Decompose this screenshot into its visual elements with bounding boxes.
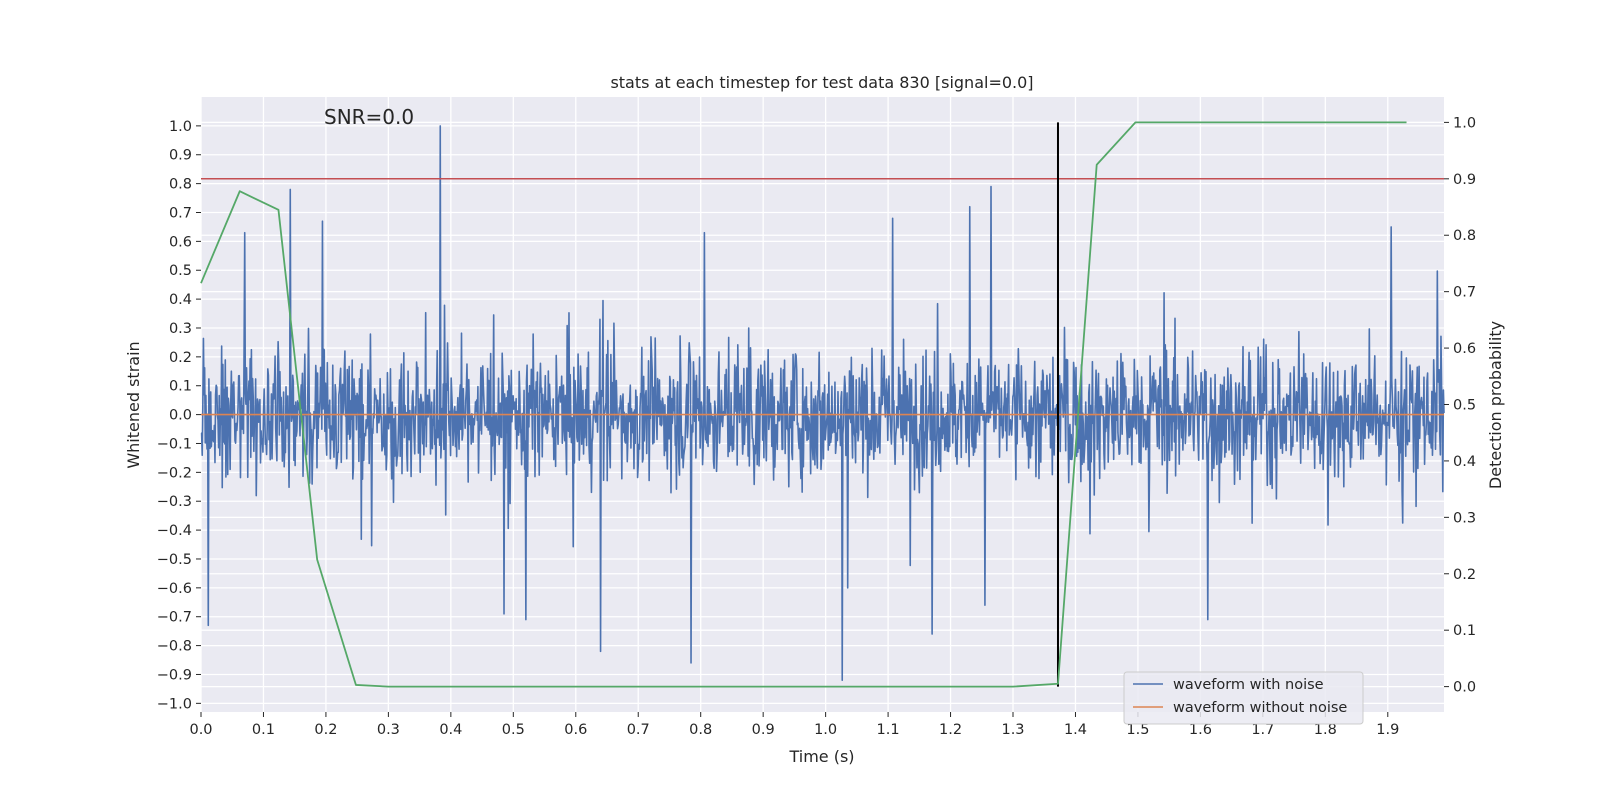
y-tick-label: 1.0 [169, 119, 192, 135]
y-tick-label: −0.9 [157, 667, 192, 683]
x-tick-label: 1.2 [939, 722, 962, 738]
y-tick-label: 0.3 [169, 321, 192, 337]
x-tick-label: 1.5 [1126, 722, 1149, 738]
snr-annotation: SNR=0.0 [324, 105, 414, 129]
y-tick-label: 0.9 [169, 148, 192, 164]
y-tick-label: 0.4 [169, 292, 192, 308]
y-tick-label: −0.4 [157, 523, 192, 539]
series-layer [200, 121, 1445, 688]
y2-tick-label: 0.2 [1453, 567, 1476, 583]
y2-tick-label: 0.5 [1453, 398, 1476, 414]
y-tick-label: 0.8 [169, 177, 192, 193]
y-tick-label: 0.7 [169, 205, 192, 221]
series-detection-probability [200, 121, 1407, 688]
y-tick-label: 0.6 [169, 234, 192, 250]
y-tick-label: −0.3 [157, 494, 192, 510]
y2-tick-label: 0.8 [1453, 228, 1476, 244]
x-tick-label: 1.1 [877, 722, 900, 738]
x-tick-label: 1.4 [1064, 722, 1087, 738]
x-tick-label: 1.6 [1189, 722, 1212, 738]
x-tick-label: 0.2 [314, 722, 337, 738]
x-tick-label: 0.3 [377, 722, 400, 738]
y-tick-label: −0.2 [157, 465, 192, 481]
series-waveform-with-noise [200, 125, 1445, 682]
x-tick-label: 0.1 [252, 722, 275, 738]
y2-tick-label: 0.1 [1453, 623, 1476, 639]
y2-tick-label: 0.6 [1453, 341, 1476, 357]
legend-label-clean: waveform without noise [1173, 700, 1347, 716]
y-axis-label: Whitened strain [124, 341, 143, 468]
x-tick-label: 0.6 [564, 722, 587, 738]
y2-tick-label: 0.9 [1453, 172, 1476, 188]
y-tick-label: −0.7 [157, 610, 192, 626]
legend-box [1123, 671, 1364, 725]
y-tick-label: −0.5 [157, 552, 192, 568]
y-tick-label: −0.6 [157, 581, 192, 597]
y2-tick-label: 0.4 [1453, 454, 1476, 470]
chart-title: stats at each timestep for test data 830… [610, 73, 1033, 92]
x-tick-label: 0.7 [627, 722, 650, 738]
y2-tick-label: 0.0 [1453, 680, 1476, 696]
y2-tick-label: 1.0 [1453, 115, 1476, 131]
x-tick-label: 1.7 [1251, 722, 1274, 738]
legend: waveform with noise waveform without noi… [1123, 671, 1364, 725]
y2-tick-label: 0.3 [1453, 510, 1476, 526]
y-tick-label: 0.2 [169, 350, 192, 366]
y-tick-label: 0.1 [169, 379, 192, 395]
x-tick-label: 0.9 [752, 722, 775, 738]
x-tick-label: 1.3 [1001, 722, 1024, 738]
x-tick-label: 1.9 [1376, 722, 1399, 738]
y-tick-label: −1.0 [157, 696, 192, 712]
x-tick-label: 1.8 [1314, 722, 1337, 738]
y-tick-label: 0.5 [169, 263, 192, 279]
x-tick-label: 0.0 [189, 722, 212, 738]
legend-label-noise: waveform with noise [1173, 677, 1324, 693]
x-tick-label: 0.8 [689, 722, 712, 738]
y2-tick-label: 0.7 [1453, 285, 1476, 301]
y-tick-label: 0.0 [169, 408, 192, 424]
y-tick-label: −0.1 [157, 436, 192, 452]
y-tick-label: −0.8 [157, 639, 192, 655]
x-tick-label: 0.5 [502, 722, 525, 738]
x-axis-label: Time (s) [788, 747, 854, 766]
x-tick-label: 1.0 [814, 722, 837, 738]
x-tick-label: 0.4 [439, 722, 462, 738]
y2-axis-label: Detection probability [1486, 321, 1505, 489]
tick-labels: 0.0 0.1 0.2 0.3 0.4 0.5 0.6 0.7 0.8 0.9 1.0 1.1 1.2 1… [157, 115, 1476, 738]
